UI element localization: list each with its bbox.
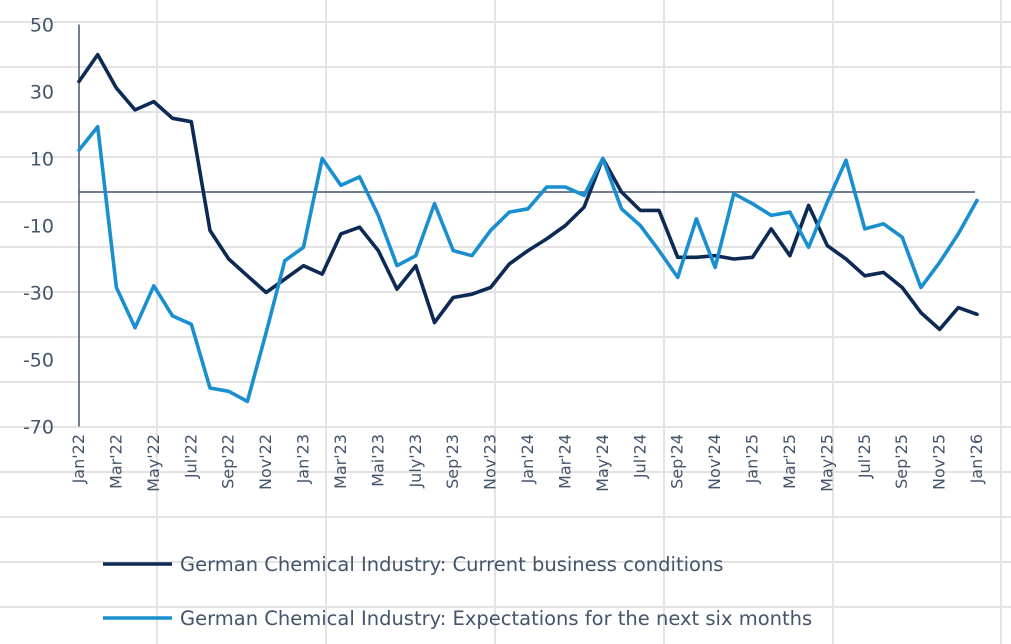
y-tick-label: 10 — [30, 149, 54, 171]
x-tick-label: Sep'24 — [668, 434, 687, 489]
x-tick-label: Sep'25 — [892, 434, 911, 489]
x-tick-label: Sep'22 — [219, 434, 238, 489]
y-tick-label: -70 — [23, 417, 54, 439]
legend: German Chemical Industry: Current busine… — [103, 553, 812, 630]
x-tick-label: Jul'22 — [181, 434, 200, 479]
x-tick-label: Nov'22 — [256, 434, 275, 490]
x-tick-label: Jul'24 — [630, 434, 649, 479]
y-tick-label: -50 — [23, 350, 54, 372]
x-tick-label: Jan'26 — [967, 434, 986, 484]
series-lines — [77, 52, 979, 404]
x-tick-label: Mar'23 — [331, 434, 350, 489]
x-tick-label: May'24 — [593, 434, 612, 492]
x-tick-label: Jan'22 — [69, 434, 88, 484]
legend-label-current: German Chemical Industry: Current busine… — [180, 553, 723, 576]
x-tick-label: Jan'25 — [743, 434, 762, 484]
y-tick-label: -10 — [23, 216, 54, 238]
legend-label-expectations: German Chemical Industry: Expectations f… — [180, 607, 812, 630]
x-tick-labels: Jan'22 Mar'22 May'22 Jul'22 Sep'22 Nov'22 Jan'… — [69, 434, 986, 492]
x-tick-label: May'25 — [817, 434, 836, 492]
y-tick-label: 50 — [30, 15, 54, 37]
y-tick-label: -30 — [23, 283, 54, 305]
x-tick-label: Jan'23 — [294, 434, 313, 484]
y-tick-labels: 50 30 10 -10 -30 -50 -70 — [23, 15, 54, 439]
x-tick-label: Mar'22 — [106, 434, 125, 489]
series-line-expectations — [77, 124, 979, 404]
x-tick-label: Mai'23 — [368, 434, 387, 487]
x-tick-label: Nov'24 — [705, 434, 724, 490]
y-tick-label: 30 — [30, 82, 54, 104]
x-tick-label: July'23 — [406, 434, 425, 489]
x-tick-label: Nov'25 — [930, 434, 949, 490]
x-tick-label: Mar'24 — [555, 434, 574, 489]
x-tick-label: Jul'25 — [855, 434, 874, 479]
x-tick-label: May'22 — [144, 434, 163, 492]
x-tick-label: Sep'23 — [443, 434, 462, 489]
x-tick-label: Nov'23 — [481, 434, 500, 490]
x-tick-label: Jan'24 — [518, 434, 537, 484]
x-tick-label: Mar'25 — [780, 434, 799, 489]
